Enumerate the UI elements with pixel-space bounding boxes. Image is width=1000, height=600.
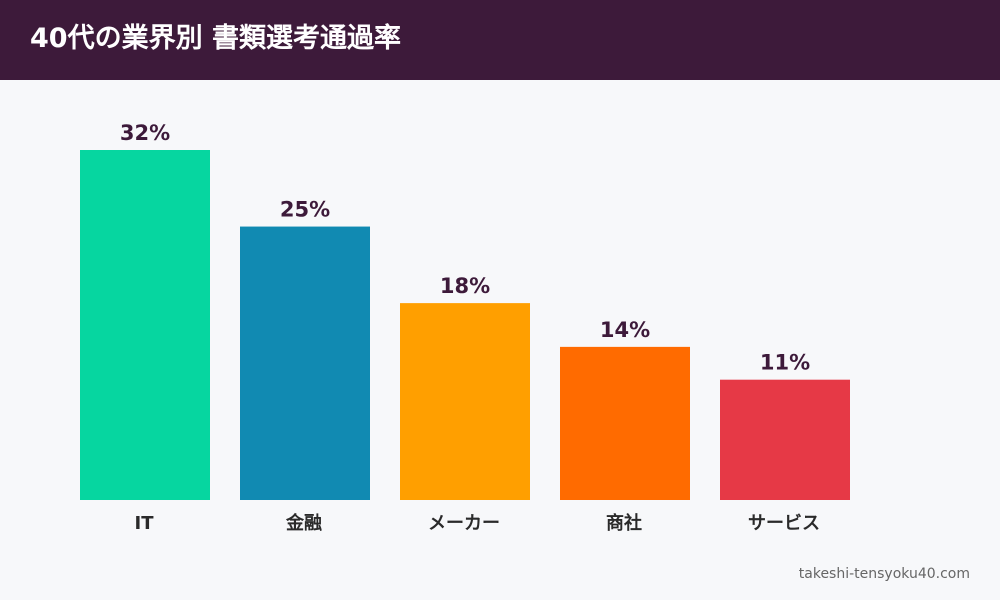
category-label-4: 商社 (606, 512, 642, 534)
value-label-1: 32% (120, 121, 170, 145)
value-label-4: 14% (600, 318, 650, 342)
header-bar (0, 0, 1000, 80)
category-label-1: IT (135, 513, 155, 534)
value-label-3: 18% (440, 274, 490, 298)
bar-2 (240, 226, 370, 500)
category-label-5: サービス (748, 513, 820, 534)
value-label-5: 11% (760, 351, 810, 375)
bar-5 (720, 379, 850, 500)
value-label-2: 25% (280, 198, 330, 222)
bar-4 (560, 346, 690, 500)
source-credit: takeshi-tensyoku40.com (798, 566, 970, 582)
bar-1 (80, 150, 210, 500)
chart-title: 40代の業界別 書類選考通過率 (30, 23, 401, 54)
bar-3 (400, 303, 530, 500)
category-label-3: メーカー (428, 513, 500, 534)
category-label-2: 金融 (285, 512, 322, 534)
